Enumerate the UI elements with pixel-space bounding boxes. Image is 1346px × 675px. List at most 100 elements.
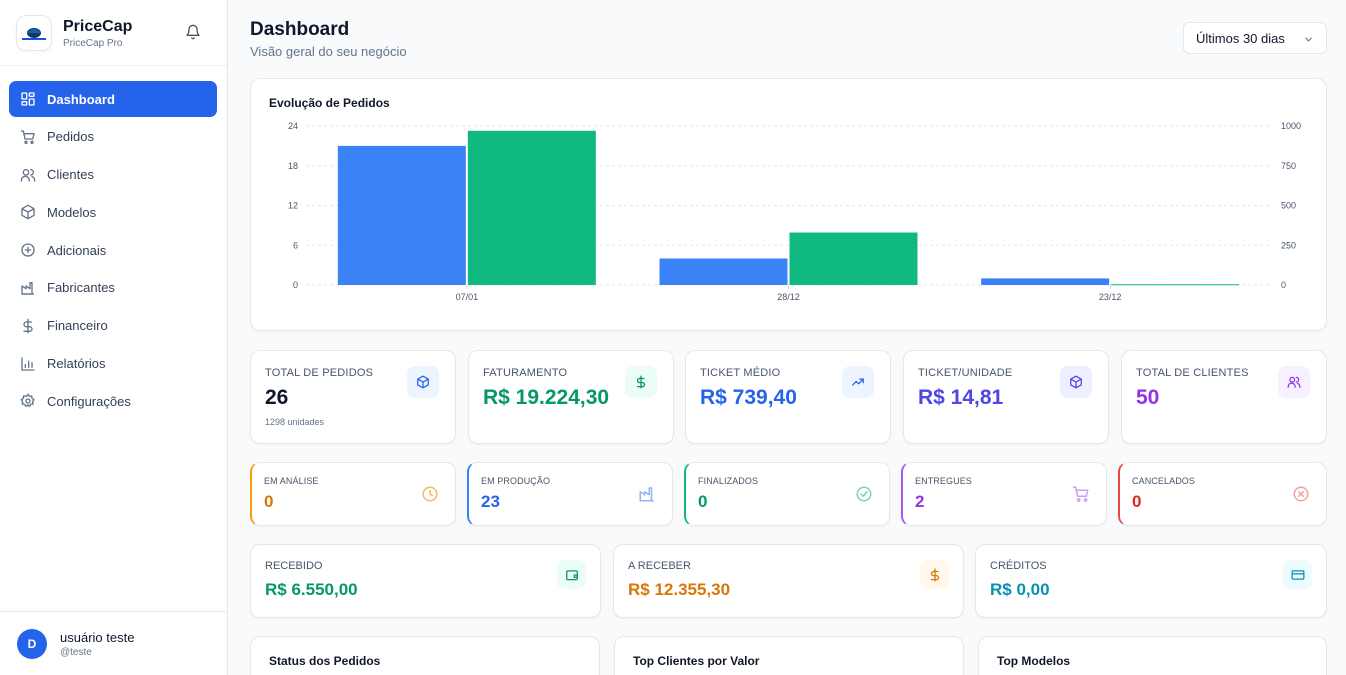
sidebar-item-pedidos[interactable]: Pedidos <box>9 119 217 155</box>
cart-icon <box>20 130 35 144</box>
sidebar-item-configuracoes[interactable]: Configurações <box>9 383 217 419</box>
panel-title: Status dos Pedidos <box>269 654 381 668</box>
status-card-entregues[interactable]: ENTREGUES 2 <box>901 462 1107 526</box>
chart-bar <box>789 232 918 285</box>
metric-value: R$ 19.224,30 <box>483 386 610 409</box>
y-left-tick-label: 24 <box>288 121 298 131</box>
finance-card-recebido: RECEBIDO R$ 6.550,00 <box>250 544 601 618</box>
y-right-tick-label: 750 <box>1281 161 1296 171</box>
panel-title: Top Clientes por Valor <box>633 654 760 668</box>
brand[interactable]: PriceCap PriceCap Pro <box>16 14 132 52</box>
sidebar-item-adicionais[interactable]: Adicionais <box>9 232 217 268</box>
sidebar-item-dashboard[interactable]: Dashboard <box>9 81 217 117</box>
status-card-finalizados[interactable]: FINALIZADOS 0 <box>684 462 890 526</box>
status-value: 23 <box>481 492 500 511</box>
status-value: 0 <box>264 492 274 511</box>
x-circle-icon <box>1293 486 1309 502</box>
status-value: 0 <box>698 492 708 511</box>
metric-card-faturamento: FATURAMENTO R$ 19.224,30 <box>468 350 674 444</box>
chart-bar <box>659 258 788 285</box>
trending-up-icon <box>852 378 864 386</box>
user-profile[interactable]: D usuário teste @teste <box>0 611 227 675</box>
metric-card-total-pedidos: TOTAL DE PEDIDOS 26 1298 unidades <box>250 350 456 444</box>
finance-icon-wrap <box>557 560 586 589</box>
sidebar-item-label: Relatórios <box>47 356 106 372</box>
sidebar-item-label: Pedidos <box>47 129 94 145</box>
brand-subtitle: PriceCap Pro <box>63 37 123 49</box>
sidebar-item-financeiro[interactable]: Financeiro <box>9 308 217 344</box>
dollar-icon <box>23 318 33 334</box>
check-circle-icon <box>856 486 872 502</box>
metric-value: R$ 739,40 <box>700 386 797 409</box>
chart-bar <box>1111 284 1240 286</box>
y-right-tick-label: 1000 <box>1281 121 1301 131</box>
finance-value: R$ 6.550,00 <box>265 580 358 599</box>
chart-title: Evolução de Pedidos <box>269 96 390 110</box>
page-title: Dashboard <box>250 19 350 40</box>
box-icon <box>21 205 35 220</box>
layout-grid-icon <box>21 92 35 106</box>
y-left-tick-label: 6 <box>293 240 298 250</box>
metric-label: FATURAMENTO <box>483 367 568 379</box>
sidebar-divider <box>0 65 227 66</box>
finance-icon-wrap <box>1283 560 1312 589</box>
wallet-icon <box>565 569 578 580</box>
finance-label: CRÉDITOS <box>990 560 1047 572</box>
sidebar-item-label: Adicionais <box>47 242 107 258</box>
y-left-tick-label: 18 <box>288 161 298 171</box>
y-right-tick-label: 0 <box>1281 280 1286 290</box>
orders-chart: 0 6 12 18 24 0 250 500 750 1000 07/01 28/12 23/12 <box>288 121 1301 302</box>
metric-card-ticket-unidade: TICKET/UNIDADE R$ 14,81 <box>903 350 1109 444</box>
sidebar-item-label: Dashboard <box>47 91 115 107</box>
finance-value: R$ 12.355,30 <box>628 580 731 599</box>
finance-label: A RECEBER <box>628 560 691 572</box>
period-select-value: Últimos 30 dias <box>1196 30 1285 46</box>
panel-top-clientes: Top Clientes por Valor <box>614 636 964 675</box>
y-left-tick-label: 12 <box>288 201 298 211</box>
user-name: usuário teste <box>60 629 135 645</box>
sidebar-item-relatorios[interactable]: Relatórios <box>9 346 217 382</box>
sidebar-item-fabricantes[interactable]: Fabricantes <box>9 270 217 306</box>
sidebar: PriceCap PriceCap Pro Dashboard Pedidos … <box>0 0 228 675</box>
sidebar-item-label: Fabricantes <box>47 280 115 296</box>
brand-logo <box>16 15 52 51</box>
factory-icon <box>21 281 34 295</box>
status-card-cancelados[interactable]: CANCELADOS 0 <box>1118 462 1327 526</box>
bell-icon[interactable] <box>185 24 201 40</box>
metric-card-ticket-medio: TICKET MÉDIO R$ 739,40 <box>685 350 891 444</box>
period-select[interactable]: Últimos 30 dias <box>1183 22 1327 54</box>
sidebar-item-label: Financeiro <box>47 318 108 334</box>
status-label: FINALIZADOS <box>698 476 759 486</box>
dollar-icon <box>930 568 939 581</box>
x-tick-label: 07/01 <box>456 292 479 302</box>
panel-top-modelos: Top Modelos <box>978 636 1327 675</box>
bar-chart-icon <box>21 356 35 371</box>
orders-chart-card: Evolução de Pedidos 0 6 12 18 24 0 250 500 750 10… <box>250 78 1327 331</box>
y-left-tick-label: 0 <box>293 280 298 290</box>
metric-card-total-clientes: TOTAL DE CLIENTES 50 <box>1121 350 1327 444</box>
status-card-em-producao[interactable]: EM PRODUÇÃO 23 <box>467 462 673 526</box>
status-value: 2 <box>915 492 925 511</box>
metric-icon-wrap <box>1278 366 1310 398</box>
avatar: D <box>17 628 47 659</box>
status-label: EM ANÁLISE <box>264 476 319 486</box>
gear-icon <box>20 393 35 408</box>
page-subtitle: Visão geral do seu negócio <box>250 44 407 59</box>
sidebar-item-label: Configurações <box>47 393 131 409</box>
status-card-em-analise[interactable]: EM ANÁLISE 0 <box>250 462 456 526</box>
credit-card-icon <box>1291 569 1304 580</box>
metric-icon-wrap <box>625 366 657 398</box>
chart-bar <box>981 278 1110 285</box>
metric-icon-wrap <box>1060 366 1092 398</box>
sidebar-item-modelos[interactable]: Modelos <box>9 194 217 230</box>
status-label: ENTREGUES <box>915 476 972 486</box>
metric-label: TOTAL DE CLIENTES <box>1136 367 1249 379</box>
metric-icon-wrap <box>407 366 439 398</box>
box-icon <box>417 375 429 389</box>
sidebar-item-clientes[interactable]: Clientes <box>9 157 217 193</box>
finance-card-creditos: CRÉDITOS R$ 0,00 <box>975 544 1327 618</box>
status-value: 0 <box>1132 492 1142 511</box>
brand-name: PriceCap <box>63 17 133 35</box>
users-icon <box>1287 376 1301 388</box>
sidebar-nav: Dashboard Pedidos Clientes Modelos Adici… <box>9 81 217 421</box>
